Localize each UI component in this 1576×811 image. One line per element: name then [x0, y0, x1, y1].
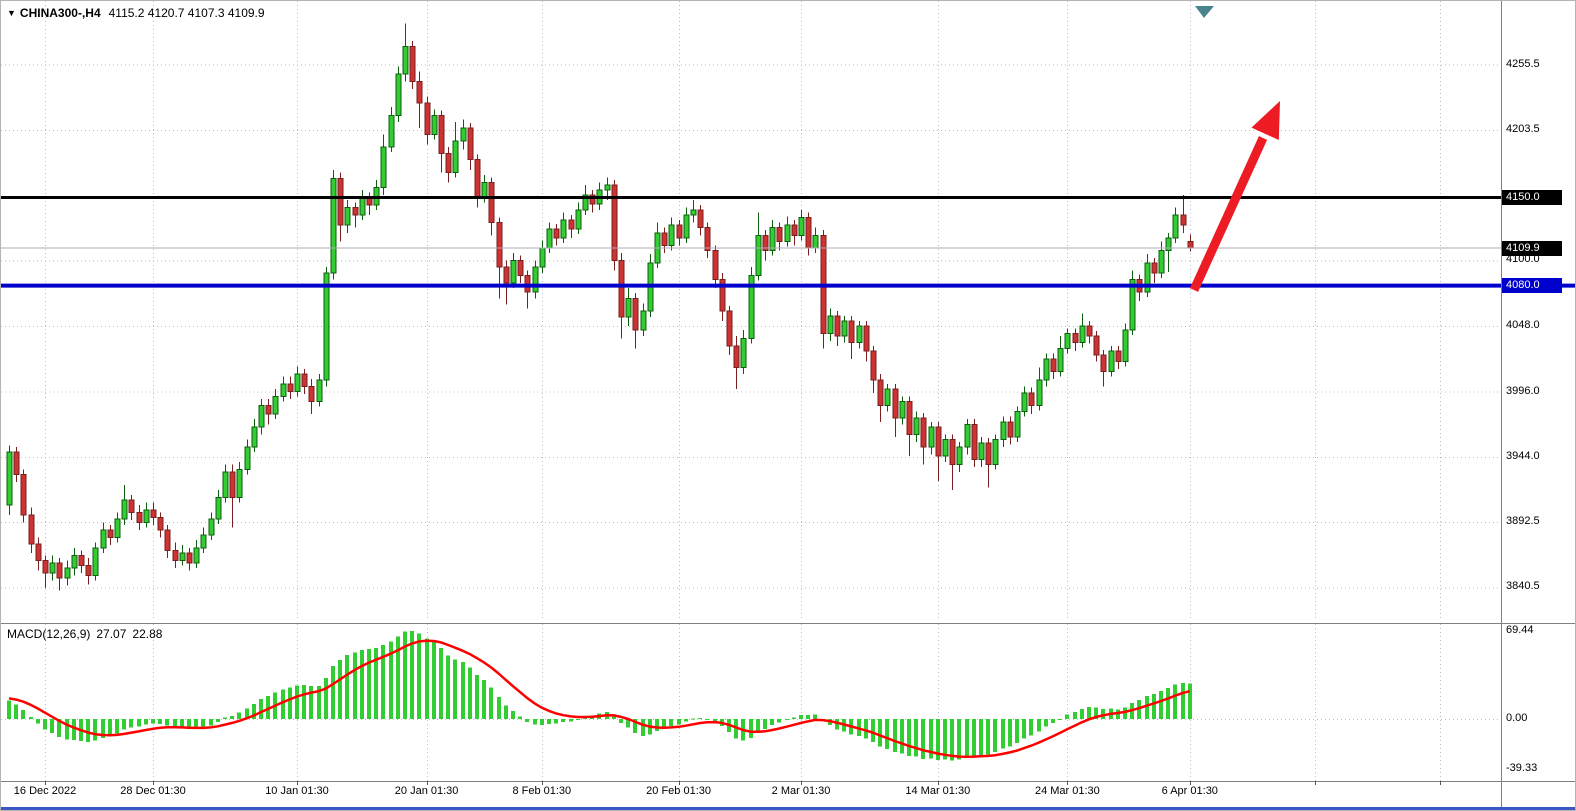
macd-header: MACD(12,26,9) 27.07 22.88: [7, 627, 168, 641]
time-axis-label: 20 Jan 01:30: [394, 785, 459, 797]
ohlc-values: 4115.2 4120.7 4107.3 4109.9: [108, 6, 265, 20]
chart-title: ▼ CHINA300-,H4 4115.2 4120.7 4107.3 4109.9: [7, 6, 265, 20]
time-axis-label: 14 Mar 01:30: [905, 785, 971, 797]
time-axis-label: 10 Jan 01:30: [265, 785, 329, 797]
price-axis-label: 3996.0: [1506, 384, 1540, 397]
trend-arrow[interactable]: [1189, 101, 1280, 292]
window-bottom-edge: [1, 807, 1575, 810]
price-axis-label: 3840.5: [1506, 580, 1540, 593]
chart-shift-marker-icon: [1195, 6, 1214, 18]
macd-signal-value: 22.88: [132, 627, 163, 641]
time-axis-label: 20 Feb 01:30: [646, 785, 712, 797]
price-axis-label: 4100.0: [1506, 253, 1540, 266]
price-axis-label: 3892.5: [1506, 514, 1540, 527]
price-badge-bid: 4109.9: [1502, 241, 1562, 256]
time-axis-label: 28 Dec 01:30: [120, 785, 186, 797]
price-axis-label: 4048.0: [1506, 319, 1540, 331]
time-axis-label: 24 Mar 01:30: [1034, 785, 1100, 797]
price-badge-resistance[interactable]: 4150.0: [1502, 190, 1562, 205]
macd-signal-line: [8, 639, 1191, 758]
price-axis-label: 3944.0: [1506, 450, 1540, 463]
price-axis-label: 4255.5: [1506, 57, 1540, 70]
time-axis-label: 2 Mar 01:30: [771, 785, 831, 797]
candlestick-series: [6, 23, 1194, 591]
macd-axis-max: 69.44: [1506, 624, 1534, 636]
time-axis-label: 16 Dec 2022: [13, 785, 77, 797]
macd-main-value: 27.07: [96, 627, 127, 641]
macd-axis-zero: 0.00: [1506, 712, 1528, 724]
macd-label: MACD(12,26,9): [7, 627, 91, 641]
time-axis-label: 8 Feb 01:30: [512, 785, 572, 797]
price-axis-label: 4203.5: [1506, 123, 1540, 136]
macd-histogram: [7, 631, 1192, 761]
symbol-marker-icon: ▼: [7, 8, 16, 18]
symbol-timeframe: CHINA300-,H4: [19, 6, 101, 20]
time-axis-label: 6 Apr 01:30: [1161, 785, 1218, 797]
macd-axis-min: -39.33: [1506, 762, 1538, 774]
price-badge-support[interactable]: 4080.0: [1502, 278, 1562, 293]
